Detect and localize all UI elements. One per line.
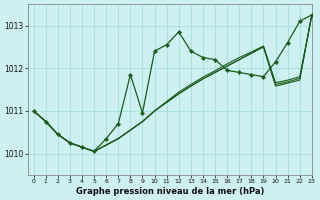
X-axis label: Graphe pression niveau de la mer (hPa): Graphe pression niveau de la mer (hPa): [76, 187, 264, 196]
